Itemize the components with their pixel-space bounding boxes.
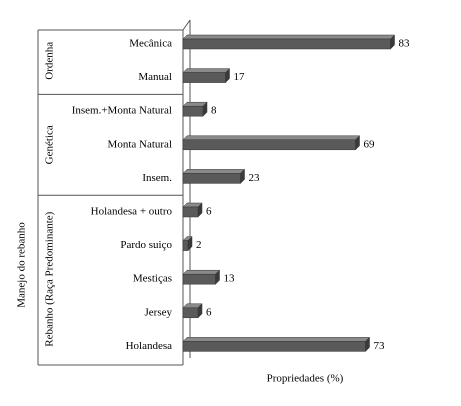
bar (182, 34, 396, 50)
y-tick-label: Monta Natural (108, 138, 172, 150)
bar (182, 336, 371, 353)
y-tick-label: Mestiças (133, 273, 172, 285)
value-label: 73 (374, 340, 386, 352)
value-label: 23 (249, 172, 261, 184)
axis-wall (182, 19, 191, 31)
y-tick-label: Mecânica (129, 38, 172, 50)
bar (182, 67, 231, 84)
y-tick-label: Insem.+Monta Natural (72, 105, 172, 117)
y-tick-label: Holandesa (126, 340, 173, 352)
value-label: 6 (206, 306, 212, 318)
y-tick-label: Jersey (145, 306, 173, 318)
y-tick-label: Pardo suiço (120, 239, 172, 251)
y-tick-label: Insem. (142, 172, 172, 184)
y-tick-label: Manual (138, 71, 172, 83)
bar (182, 235, 193, 252)
x-axis-label: Propriedades (%) (267, 373, 344, 385)
group-label: Ordenha (44, 42, 56, 80)
group-label: Genética (44, 125, 56, 164)
value-label: 13 (224, 273, 236, 285)
value-label: 17 (234, 71, 246, 83)
bar (182, 135, 361, 151)
bar (182, 168, 246, 185)
value-label: 69 (364, 138, 376, 150)
bar (182, 101, 208, 117)
value-label: 6 (206, 206, 212, 218)
bar (182, 303, 203, 319)
bar (182, 269, 221, 285)
value-label: 2 (196, 239, 202, 251)
value-label: 8 (211, 105, 217, 117)
group-label: Rebanho (Raça Predominante) (44, 211, 56, 346)
value-label: 83 (399, 38, 411, 50)
bar (182, 202, 203, 218)
axis-title: Manejo do rebanho (16, 222, 28, 308)
y-tick-label: Holandesa + outro (91, 206, 173, 218)
